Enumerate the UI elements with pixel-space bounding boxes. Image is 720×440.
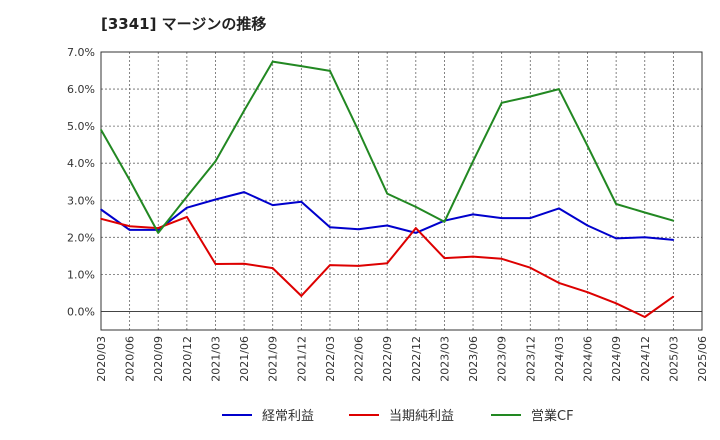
x-tick-label: 2025/06	[696, 336, 709, 382]
y-tick-label: 1.0%	[67, 268, 95, 281]
data-point	[386, 262, 388, 265]
x-tick-label: 2021/06	[238, 336, 251, 382]
y-tick-label: 5.0%	[67, 120, 95, 133]
legend-label: 営業CF	[531, 408, 574, 424]
data-point	[243, 262, 245, 265]
data-point	[500, 258, 503, 260]
data-point	[271, 204, 274, 206]
data-point	[186, 195, 188, 198]
x-tick-label: 2021/09	[267, 336, 280, 382]
data-point	[243, 109, 245, 112]
data-point	[186, 206, 188, 209]
data-point	[529, 95, 532, 98]
x-tick-label: 2020/09	[152, 336, 165, 382]
y-tick-label: 4.0%	[67, 157, 95, 170]
data-point	[500, 101, 503, 104]
x-tick-label: 2024/03	[553, 336, 566, 382]
data-point	[643, 211, 646, 214]
data-point	[357, 265, 360, 267]
data-point	[558, 207, 560, 210]
data-point	[329, 264, 331, 266]
chart-title: [3341] マージンの推移	[101, 15, 267, 33]
y-tick-label: 2.0%	[67, 231, 95, 244]
data-point	[271, 60, 274, 63]
y-tick-label: 6.0%	[67, 83, 95, 96]
data-point	[100, 208, 102, 211]
x-tick-label: 2025/03	[667, 336, 680, 382]
plot-area	[101, 52, 702, 330]
data-point	[157, 232, 160, 234]
data-point	[443, 257, 446, 259]
data-point	[643, 236, 646, 239]
x-tick-label: 2021/03	[209, 336, 222, 382]
data-point	[672, 219, 675, 222]
legend-label: 当期純利益	[389, 409, 454, 424]
data-point	[386, 192, 388, 195]
data-point	[300, 65, 303, 67]
x-tick-label: 2023/03	[438, 336, 451, 382]
data-point	[329, 226, 331, 229]
x-tick-label: 2023/12	[524, 336, 537, 382]
data-point	[300, 200, 303, 203]
data-point	[529, 266, 532, 269]
data-point	[415, 206, 417, 208]
data-point	[472, 213, 474, 216]
data-point	[100, 129, 102, 131]
data-point	[586, 291, 589, 293]
x-tick-label: 2023/09	[496, 336, 509, 382]
data-point	[128, 225, 131, 228]
x-tick-label: 2023/06	[467, 336, 480, 382]
data-point	[214, 160, 217, 163]
data-point	[672, 295, 675, 298]
legend-label: 経常利益	[262, 409, 314, 424]
data-point	[586, 224, 589, 227]
data-point	[643, 316, 646, 318]
y-tick-label: 7.0%	[67, 46, 95, 59]
data-point	[214, 198, 217, 201]
data-point	[415, 232, 417, 234]
data-point	[558, 88, 560, 90]
data-point	[415, 227, 417, 229]
data-point	[186, 216, 188, 218]
x-tick-label: 2020/03	[95, 336, 108, 382]
data-point	[615, 203, 617, 205]
data-point	[586, 144, 589, 147]
data-point	[472, 160, 474, 163]
data-point	[243, 191, 245, 193]
x-tick-label: 2022/12	[410, 336, 423, 382]
x-tick-label: 2024/09	[610, 336, 623, 382]
data-point	[214, 263, 217, 265]
x-tick-label: 2024/06	[582, 336, 595, 382]
data-point	[357, 228, 360, 230]
x-tick-label: 2021/12	[295, 336, 308, 382]
y-tick-label: 0.0%	[67, 305, 95, 318]
data-point	[300, 295, 303, 297]
data-point	[100, 218, 102, 220]
x-tick-label: 2020/06	[124, 336, 137, 382]
data-point	[500, 217, 503, 219]
data-point	[558, 282, 560, 284]
data-point	[472, 255, 474, 258]
x-tick-label: 2020/12	[181, 336, 194, 382]
data-point	[128, 229, 131, 231]
data-point	[615, 302, 617, 305]
data-point	[615, 237, 617, 240]
x-tick-label: 2024/12	[639, 336, 652, 382]
x-tick-label: 2022/06	[353, 336, 366, 382]
data-point	[443, 220, 446, 223]
data-point	[672, 239, 675, 241]
data-point	[357, 130, 360, 132]
plot-frame	[100, 51, 703, 331]
data-point	[128, 179, 131, 181]
x-tick-label: 2022/09	[381, 336, 394, 382]
x-tick-label: 2022/03	[324, 336, 337, 382]
data-point	[271, 267, 274, 269]
data-point	[386, 224, 388, 227]
data-point	[329, 70, 331, 72]
data-point	[529, 217, 532, 219]
y-tick-label: 3.0%	[67, 194, 95, 207]
data-point	[157, 227, 160, 229]
